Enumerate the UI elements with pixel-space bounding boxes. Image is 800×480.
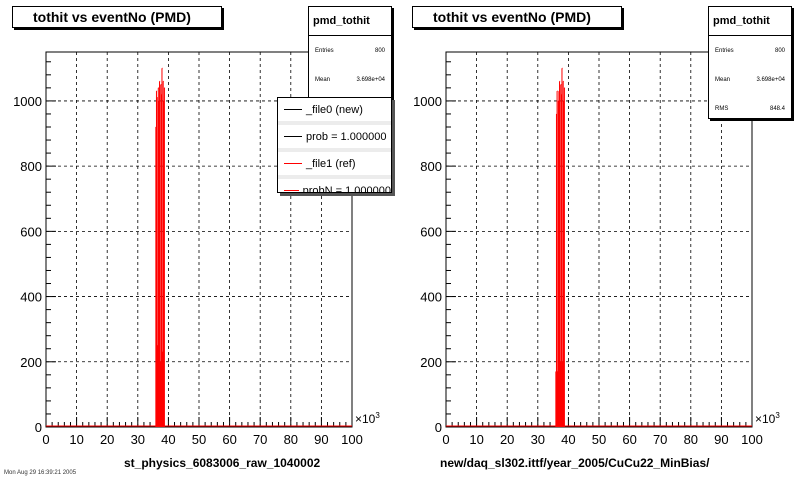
y-tick-label: 0 xyxy=(35,420,42,435)
stats-label: RMS xyxy=(715,105,729,112)
right-pad: 0 10 20 30 40 50 60 70 80 90 100 0 200 400 600 800 1000 … xyxy=(400,0,800,480)
y-tick-label: 1000 xyxy=(413,94,442,109)
y-tick-label: 0 xyxy=(435,420,442,435)
stats-label: Mean xyxy=(715,76,731,83)
y-tick-label: 600 xyxy=(420,224,442,239)
stats-box: pmd_tothit Entries 800 Mean 3.698e+04 RM… xyxy=(708,6,792,119)
y-tick-label: 800 xyxy=(420,159,442,174)
legend-label: _file0 (new) xyxy=(306,103,363,116)
stats-name: pmd_tothit xyxy=(709,7,791,36)
x-tick-label: 90 xyxy=(314,432,328,447)
x-tick-label: 30 xyxy=(531,432,545,447)
stats-value: 800 xyxy=(774,47,785,54)
legend-spacer xyxy=(278,121,391,125)
y-tick-label: 200 xyxy=(20,355,42,370)
legend-swatch xyxy=(284,190,299,191)
stats-name: pmd_tothit xyxy=(309,7,391,36)
x-tick-label: 20 xyxy=(500,432,514,447)
x-tick-label: 100 xyxy=(341,432,363,447)
stats-label: Entries xyxy=(315,47,334,54)
x-tick-label: 70 xyxy=(253,432,267,447)
x-tick-label: 10 xyxy=(469,432,483,447)
legend-swatch xyxy=(284,163,302,164)
x-exponent: 3 xyxy=(775,411,780,420)
x-tick-label: 100 xyxy=(741,432,763,447)
y-tick-label: 1000 xyxy=(13,94,42,109)
x-tick-label: 10 xyxy=(69,432,83,447)
y-tick-label: 800 xyxy=(20,159,42,174)
y-tick-label: 200 xyxy=(420,355,442,370)
x-tick-label: 80 xyxy=(284,432,298,447)
legend-label: prob = 1.000000 xyxy=(306,130,387,143)
x-tick-label: 90 xyxy=(714,432,728,447)
stats-row-mean: Mean 3.698e+04 xyxy=(309,65,391,94)
x-tick-label: 0 xyxy=(42,432,49,447)
x-exponent-label: ×103 xyxy=(355,411,380,426)
x-tick-label: 20 xyxy=(100,432,114,447)
legend-label: _file1 (ref) xyxy=(306,157,356,170)
x-tick-label: 60 xyxy=(222,432,236,447)
legend-item-file0: _file0 (new) xyxy=(278,98,391,121)
x-axis-label: st_physics_6083006_raw_1040002 xyxy=(124,456,321,470)
y-tick-label: 400 xyxy=(20,290,42,305)
x-tick-label: 50 xyxy=(592,432,606,447)
x-tick-label: 50 xyxy=(192,432,206,447)
x-tick-label: 30 xyxy=(131,432,145,447)
x-tick-label: 70 xyxy=(653,432,667,447)
stats-row-entries: Entries 800 xyxy=(709,36,791,65)
x-tick-label: 40 xyxy=(161,432,175,447)
stats-value: 3.698e+04 xyxy=(356,76,385,83)
stats-row-mean: Mean 3.698e+04 xyxy=(709,65,791,94)
stats-row-entries: Entries 800 xyxy=(309,36,391,65)
legend: _file0 (new) prob = 1.000000 _file1 (ref… xyxy=(277,97,392,193)
stats-value: 848.4 xyxy=(769,105,785,112)
y-tick-label: 400 xyxy=(420,290,442,305)
x-tick-label: 60 xyxy=(622,432,636,447)
legend-label: probN = 1.000000 xyxy=(302,184,391,193)
x-axis-label: new/daq_sl302.ittf/year_2005/CuCu22_MinB… xyxy=(440,456,710,470)
y-tick-label: 600 xyxy=(20,224,42,239)
legend-spacer xyxy=(278,175,391,179)
x-tick-label: 80 xyxy=(684,432,698,447)
legend-item-file1: _file1 (ref) xyxy=(278,152,391,175)
legend-item-prob: prob = 1.000000 xyxy=(278,125,391,148)
left-pad: 0 10 20 30 40 50 60 70 80 90 100 0 200 400 600 800 1000 … xyxy=(12,6,392,470)
x-tick-label: 40 xyxy=(561,432,575,447)
stats-row-rms: RMS 848.4 xyxy=(709,94,791,123)
x-tick-label: 0 xyxy=(442,432,449,447)
stats-value: 800 xyxy=(374,47,385,54)
x-exponent: 3 xyxy=(375,411,380,420)
stats-label: Mean xyxy=(315,76,331,83)
legend-swatch xyxy=(284,109,302,110)
stats-value: 3.698e+04 xyxy=(756,76,785,83)
chart-title: tothit vs eventNo (PMD) xyxy=(12,6,222,28)
footer-timestamp: Mon Aug 29 16:39:21 2005 xyxy=(4,470,77,476)
legend-item-probn: probN = 1.000000 xyxy=(278,179,391,193)
x-exponent-label: ×103 xyxy=(755,411,780,426)
legend-swatch xyxy=(284,136,302,137)
legend-spacer xyxy=(278,148,391,152)
chart-title: tothit vs eventNo (PMD) xyxy=(412,6,622,28)
stats-box: pmd_tothit Entries 800 Mean 3.698e+04 xyxy=(308,6,392,98)
stats-label: Entries xyxy=(715,47,734,54)
